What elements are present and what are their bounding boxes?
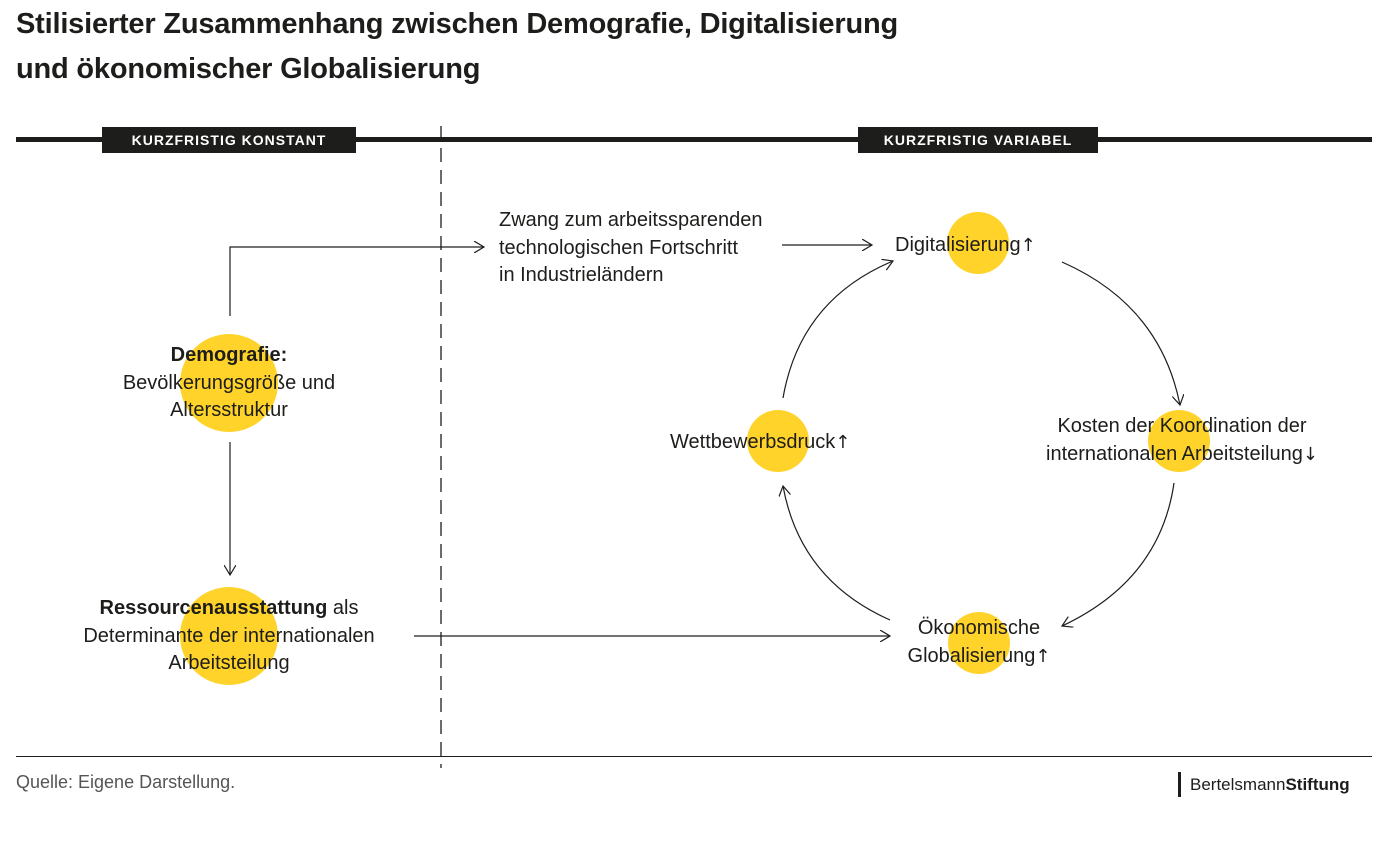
- title-line-2: und ökonomischer Globalisierung: [16, 53, 481, 85]
- title-line-1: Stilisierter Zusammenhang zwischen Demog…: [16, 8, 898, 40]
- zwang-line-2: technologischen Fortschritt: [499, 236, 739, 259]
- ressourcen-line-3: Arbeitsteilung: [168, 652, 290, 674]
- node-demografie: Demografie: Bevölkerungsgröße und Alters…: [79, 342, 379, 425]
- circle-kosten: [1148, 410, 1210, 472]
- band-label-constant: KURZFRISTIG KONSTANT: [102, 127, 356, 153]
- arrow-kosten-globalisierung: [1062, 482, 1175, 626]
- ressourcen-heading: Ressourcenausstattung: [99, 597, 328, 619]
- demografie-line-3: Altersstruktur: [170, 399, 288, 421]
- zwang-line-3: in Industrieländern: [499, 264, 664, 286]
- logo-text-part-1: Bertelsmann: [1190, 775, 1286, 794]
- logo-text-part-2: Stiftung: [1285, 775, 1350, 794]
- circle-globalisierung: [948, 612, 1010, 674]
- node-digitalisierung: Digitalisierung↑: [895, 232, 1036, 260]
- wettbewerb-label: Wettbewerbsdruck: [670, 431, 836, 453]
- footer-divider: [16, 756, 1372, 757]
- kosten-line-2: internationalen Arbeitsteilung: [1046, 442, 1303, 465]
- circle-demografie: [180, 334, 278, 432]
- arrow-wettbewerb-digitalisierung: [782, 261, 893, 399]
- arrow-up-icon: ↑: [1035, 645, 1051, 667]
- arrow-globalisierung-wettbewerb: [783, 486, 891, 621]
- arrow-demografie-zwang: [229, 247, 484, 316]
- arrow-digitalisierung-kosten: [1061, 261, 1180, 405]
- node-zwang: Zwang zum arbeitssparenden technologisch…: [499, 207, 762, 290]
- globalisierung-line-1: Ökonomische: [917, 617, 1041, 639]
- circle-digitalisierung: [947, 212, 1009, 274]
- node-wettbewerb: Wettbewerbsdruck↑: [670, 429, 850, 457]
- ressourcen-line-2: Determinante der internationalen: [83, 624, 375, 647]
- digitalisierung-label: Digitalisierung: [895, 234, 1021, 256]
- source-note: Quelle: Eigene Darstellung.: [16, 772, 236, 792]
- node-kosten: Kosten der Koordination der internationa…: [1012, 413, 1352, 468]
- node-ressourcen: Ressourcenausstattung als Determinante d…: [49, 595, 409, 678]
- arrow-up-icon: ↑: [1020, 235, 1036, 256]
- kosten-line-1: Kosten der Koordination der: [1057, 415, 1307, 437]
- circle-ressourcen: [180, 587, 278, 685]
- ressourcen-heading-rest: als: [327, 597, 359, 619]
- demografie-heading: Demografie:: [170, 344, 288, 366]
- band-label-variable: KURZFRISTIG VARIABEL: [858, 127, 1098, 153]
- chart-title: Stilisierter Zusammenhang zwischen Demog…: [16, 2, 1216, 92]
- band-header-line: [16, 137, 1372, 142]
- bertelsmann-stiftung-logo: BertelsmannStiftung: [1178, 772, 1350, 797]
- node-globalisierung: Ökonomische Globalisierung↑: [874, 615, 1084, 670]
- arrow-up-icon: ↑: [835, 432, 851, 453]
- arrow-down-icon: ↓: [1302, 443, 1318, 465]
- demografie-line-2: Bevölkerungsgröße und: [122, 371, 336, 394]
- zwang-line-1: Zwang zum arbeitssparenden: [499, 209, 763, 231]
- circle-wettbewerb: [747, 410, 809, 472]
- globalisierung-line-2: Globalisierung: [907, 644, 1036, 667]
